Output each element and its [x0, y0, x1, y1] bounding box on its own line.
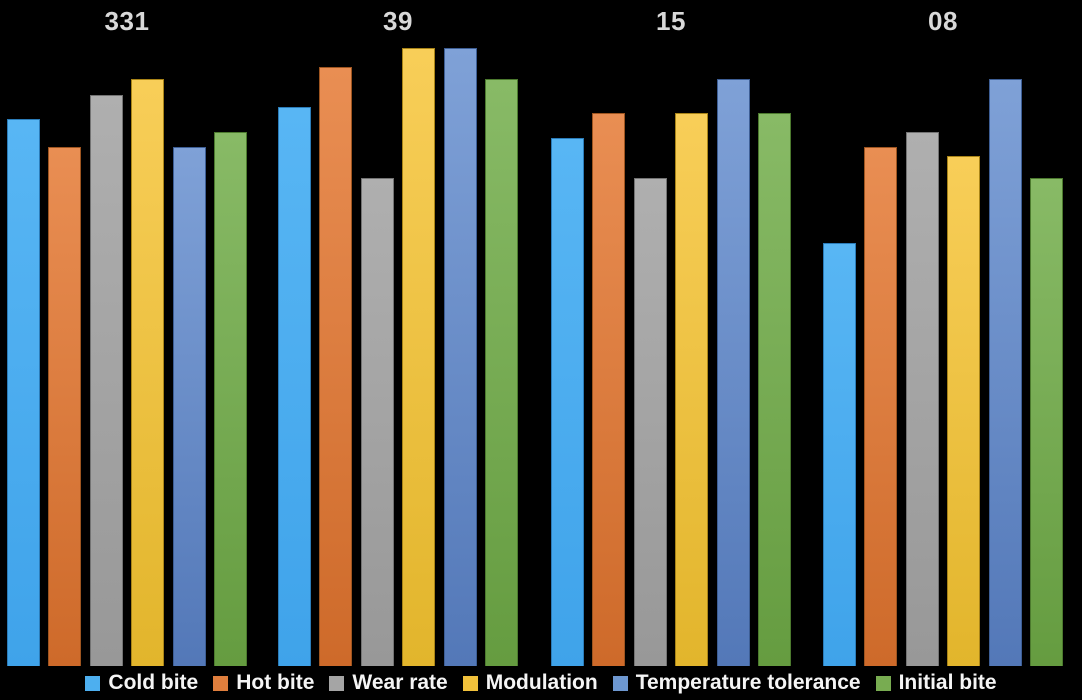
- bar-08-wear-rate: [905, 132, 939, 666]
- bar-331-cold-bite: [7, 119, 40, 666]
- bar-39-hot-bite: [319, 67, 353, 666]
- bar-15-temperature-tolerance: [716, 79, 750, 666]
- bar-39-temperature-tolerance: [443, 48, 477, 666]
- legend-item-initial-bite: Initial bite: [875, 671, 997, 695]
- bar-15-wear-rate: [633, 178, 667, 666]
- bar-group-15: [551, 79, 791, 666]
- bar-15-modulation: [675, 113, 709, 666]
- legend-swatch-temperature-tolerance-icon: [612, 675, 628, 691]
- bar-331-hot-bite: [48, 147, 82, 666]
- bar-15-cold-bite: [551, 138, 584, 666]
- legend-label-initial-bite: Initial bite: [898, 671, 997, 694]
- category-label-15: 15: [656, 6, 686, 36]
- legend-label-temperature-tolerance: Temperature tolerance: [635, 671, 861, 694]
- bar-331-wear-rate: [89, 95, 123, 666]
- bar-39-cold-bite: [278, 107, 311, 666]
- legend-swatch-cold-bite-icon: [85, 675, 101, 691]
- bar-39-modulation: [402, 48, 436, 666]
- legend-item-wear-rate: Wear rate: [329, 671, 448, 695]
- bar-08-cold-bite: [823, 243, 856, 666]
- bar-group-39: [278, 48, 518, 666]
- bar-331-initial-bite: [213, 132, 247, 666]
- chart-legend: Cold bite Hot bite Wear rate Modulation Temp…: [0, 671, 1082, 695]
- bar-08-initial-bite: [1029, 178, 1063, 666]
- bar-15-initial-bite: [757, 113, 791, 666]
- legend-swatch-hot-bite-icon: [213, 675, 229, 691]
- legend-swatch-initial-bite-icon: [875, 675, 891, 691]
- legend-item-modulation: Modulation: [462, 671, 598, 695]
- legend-label-wear-rate: Wear rate: [352, 671, 448, 694]
- bar-331-modulation: [131, 79, 165, 666]
- legend-swatch-modulation-icon: [462, 675, 478, 691]
- legend-item-cold-bite: Cold bite: [85, 671, 198, 695]
- bar-39-wear-rate: [360, 178, 394, 666]
- category-label-39: 39: [383, 6, 413, 36]
- bar-group-331: [7, 79, 247, 666]
- bar-08-hot-bite: [864, 147, 898, 666]
- bar-group-08: [823, 79, 1063, 666]
- bar-15-hot-bite: [592, 113, 626, 666]
- legend-item-temperature-tolerance: Temperature tolerance: [612, 671, 861, 695]
- bar-08-modulation: [947, 156, 981, 666]
- category-label-331: 331: [104, 6, 150, 36]
- legend-label-cold-bite: Cold bite: [108, 671, 199, 694]
- legend-label-modulation: Modulation: [485, 671, 598, 694]
- legend-label-hot-bite: Hot bite: [236, 671, 315, 694]
- bar-331-temperature-tolerance: [172, 147, 206, 666]
- bar-39-initial-bite: [484, 79, 518, 666]
- bar-08-temperature-tolerance: [988, 79, 1022, 666]
- legend-swatch-wear-rate-icon: [329, 675, 345, 691]
- legend-item-hot-bite: Hot bite: [213, 671, 314, 695]
- category-label-08: 08: [928, 6, 958, 36]
